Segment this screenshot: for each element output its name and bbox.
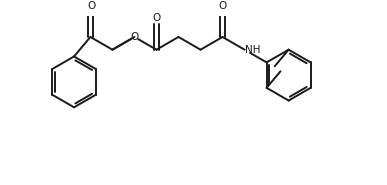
- Text: O: O: [87, 1, 96, 11]
- Text: NH: NH: [245, 45, 261, 55]
- Text: O: O: [152, 13, 161, 23]
- Text: O: O: [218, 1, 227, 11]
- Text: O: O: [130, 32, 139, 42]
